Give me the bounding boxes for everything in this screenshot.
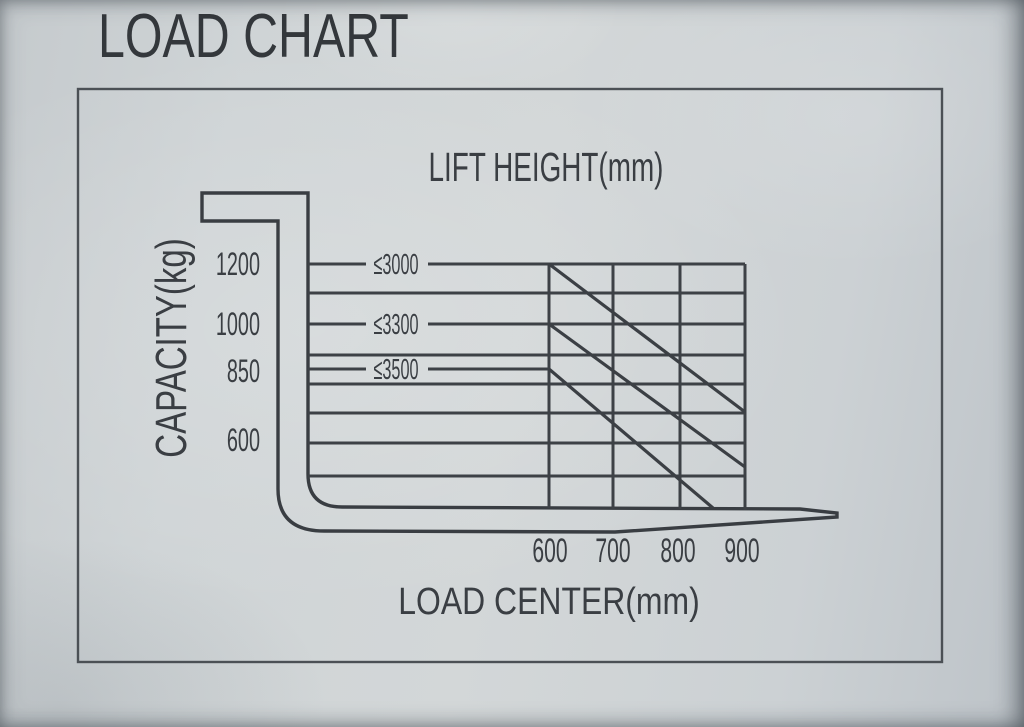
chart-frame: [76, 87, 944, 664]
curve-label-3300: ≤3300: [373, 309, 419, 341]
capacity-gridlines-horizontal: [308, 291, 745, 478]
load-center-gridlines-vertical: [547, 264, 747, 510]
x-tick-600: 600: [532, 532, 568, 570]
curve-label-3000: ≤3000: [373, 249, 419, 281]
y-tick-1200: 1200: [215, 246, 260, 282]
load-center-axis-title: LOAD CENTER(mm): [398, 581, 700, 623]
x-tick-900: 900: [724, 532, 760, 570]
derate-curve-3300: [548, 322, 746, 469]
page-title: LOAD CHART: [98, 2, 409, 71]
derate-curve-3000: [548, 262, 746, 414]
y-tick-1000: 1000: [215, 306, 260, 342]
x-tick-800: 800: [660, 532, 696, 570]
curve-label-3500: ≤3500: [373, 354, 419, 386]
derate-curve-3500: [547, 367, 715, 510]
lift-height-axis-title: LIFT HEIGHT(mm): [428, 144, 664, 190]
y-tick-600: 600: [226, 422, 260, 458]
y-tick-850: 850: [226, 353, 260, 389]
x-tick-700: 700: [595, 532, 631, 570]
fork-profile-outline: [200, 191, 839, 534]
